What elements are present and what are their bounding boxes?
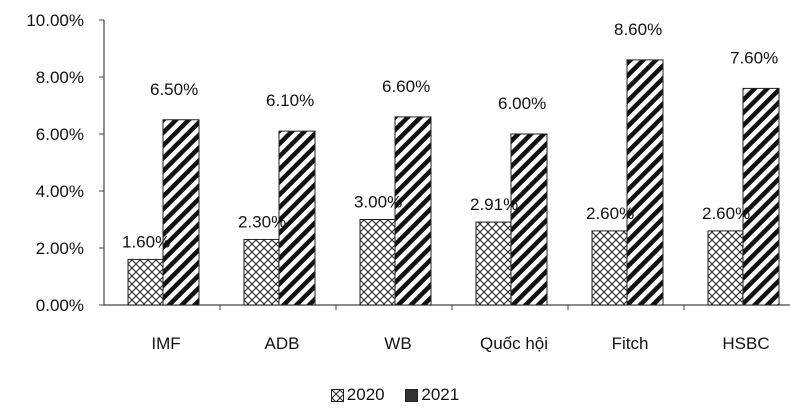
- labels: 1.60% 2.30% 3.00% 2.91% 2.60% 2.60% 6.50% 6.10%…: [122, 20, 778, 251]
- y-tick-label: 10.00%: [26, 11, 84, 30]
- x-tick-label: Fitch: [612, 334, 649, 353]
- data-label: 2.30%: [238, 212, 286, 231]
- legend-label-2021: 2021: [421, 385, 460, 404]
- data-label: 1.60%: [122, 232, 170, 251]
- data-label: 6.60%: [382, 77, 430, 96]
- bar-2020-wb: [359, 219, 397, 306]
- bar-2020-imf: [127, 258, 165, 306]
- data-label: 7.60%: [730, 48, 778, 67]
- legend-item-2021: 2021: [405, 385, 459, 405]
- bar-2021-wb: [394, 116, 432, 306]
- data-label: 6.00%: [498, 94, 546, 113]
- bars: [127, 59, 780, 306]
- bar-2021-imf: [162, 119, 200, 306]
- data-label: 2.91%: [470, 195, 518, 214]
- data-label: 3.00%: [354, 193, 402, 212]
- x-tick-label: WB: [384, 334, 411, 353]
- bar-2021-hsbc: [742, 87, 780, 306]
- legend-item-2020: 2020: [330, 385, 385, 405]
- legend-label-2020: 2020: [346, 385, 385, 404]
- data-label: 2.60%: [702, 204, 750, 223]
- data-label: 2.60%: [586, 204, 634, 223]
- bar-2020-fitch: [591, 230, 629, 306]
- legend-swatch-2020: [330, 388, 344, 402]
- data-label: 6.50%: [150, 80, 198, 99]
- y-tick-label: 6.00%: [36, 125, 84, 144]
- x-tick-label: HSBC: [722, 334, 769, 353]
- x-tick-label: Quốc hội: [480, 334, 548, 353]
- bar-2020-quốc-hội: [475, 221, 513, 306]
- legend: 2020 2021: [0, 385, 790, 407]
- data-label: 6.10%: [266, 91, 314, 110]
- bar-chart: 0.00% 2.00% 4.00% 6.00% 8.00% 10.00% IMF ADB WB Q…: [26, 11, 790, 353]
- bar-2021-adb: [278, 130, 316, 306]
- bar-2021-quốc-hội: [510, 133, 548, 306]
- data-label: 8.60%: [614, 20, 662, 39]
- bar-2020-hsbc: [707, 230, 745, 306]
- y-tick-label: 4.00%: [36, 182, 84, 201]
- y-tick-label: 0.00%: [36, 296, 84, 315]
- bar-2021-fitch: [626, 59, 664, 306]
- x-tick-label: ADB: [265, 334, 300, 353]
- legend-swatch-2021: [405, 388, 419, 402]
- bar-2020-adb: [243, 238, 281, 306]
- axes: 0.00% 2.00% 4.00% 6.00% 8.00% 10.00% IMF ADB WB Q…: [26, 11, 790, 353]
- x-tick-label: IMF: [151, 334, 180, 353]
- y-tick-label: 2.00%: [36, 239, 84, 258]
- y-tick-label: 8.00%: [36, 68, 84, 87]
